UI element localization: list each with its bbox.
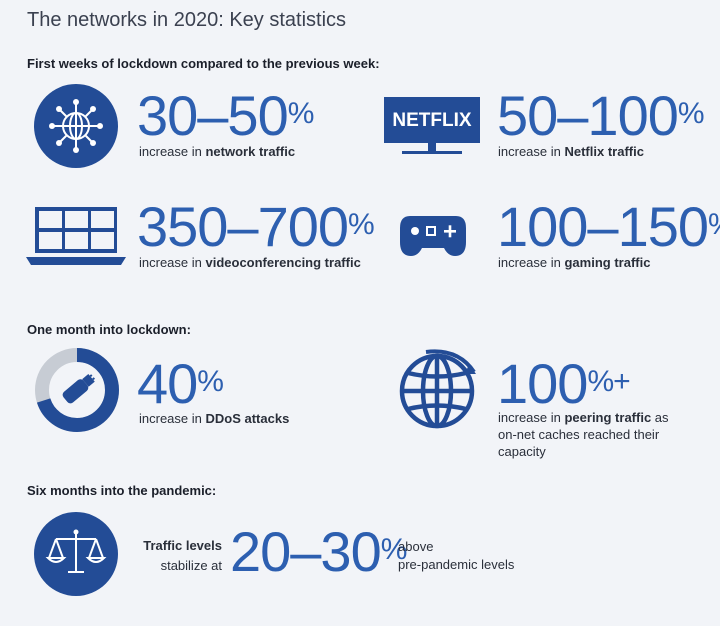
videoconferencing-traffic-description: increase in videoconferencing traffic bbox=[139, 255, 361, 270]
netflix-traffic-description: increase in Netflix traffic bbox=[498, 144, 644, 159]
network-globe-icon bbox=[34, 84, 118, 168]
section-heading-first-weeks: First weeks of lockdown compared to the … bbox=[27, 56, 380, 71]
page-title: The networks in 2020: Key statistics bbox=[27, 9, 347, 31]
netflix-traffic-value: 50–100% bbox=[497, 84, 705, 147]
globe-icon bbox=[396, 346, 482, 432]
traffic-levels-suffix: above pre-pandemic levels bbox=[398, 539, 515, 572]
scales-icon bbox=[34, 512, 118, 596]
gaming-traffic-value: 100–150% bbox=[497, 195, 720, 258]
netflix-tv-icon: NETFLIX bbox=[384, 97, 480, 157]
network-traffic-value: 30–50% bbox=[137, 84, 314, 147]
traffic-levels-value: 20–30% bbox=[230, 520, 407, 583]
netflix-logo: NETFLIX bbox=[392, 110, 472, 131]
network-traffic-description: increase in network traffic bbox=[139, 144, 296, 159]
peering-traffic-description: increase in peering traffic as on-net ca… bbox=[498, 410, 669, 459]
laptop-video-grid-icon bbox=[26, 205, 126, 267]
section-heading-one-month: One month into lockdown: bbox=[27, 322, 191, 337]
gaming-traffic-description: increase in gaming traffic bbox=[498, 255, 651, 270]
videoconferencing-traffic-value: 350–700% bbox=[137, 195, 375, 258]
section-heading-six-months: Six months into the pandemic: bbox=[27, 483, 217, 498]
peering-traffic-value: 100%+ bbox=[497, 352, 631, 415]
ddos-ring-fill bbox=[35, 348, 119, 432]
gamepad-icon bbox=[398, 212, 468, 258]
ddos-attacks-value: 40% bbox=[137, 352, 224, 415]
traffic-levels-label: Traffic levels stabilize at bbox=[143, 538, 222, 573]
ddos-attacks-description: increase in DDoS attacks bbox=[139, 411, 290, 426]
ddos-gauge-icon bbox=[34, 347, 120, 433]
